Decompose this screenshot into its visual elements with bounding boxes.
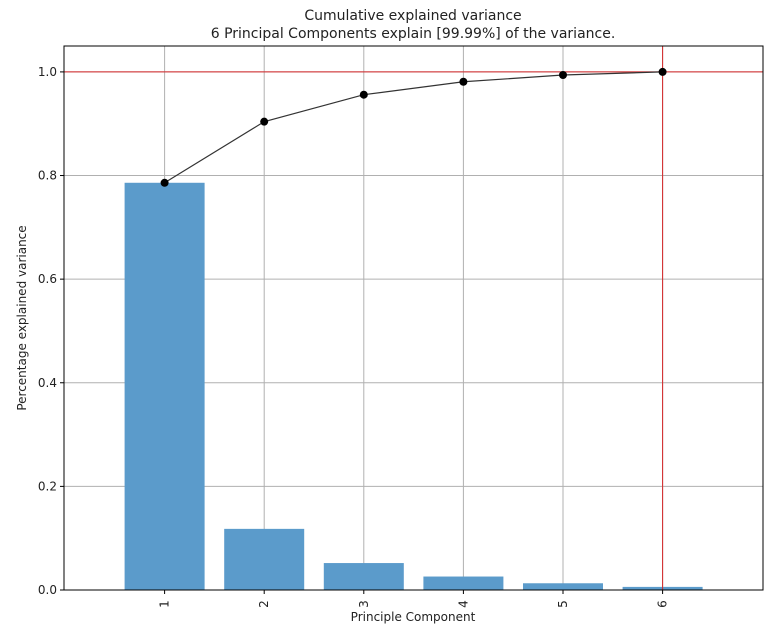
chart-subtitle: 6 Principal Components explain [99.99%] … (211, 26, 616, 42)
y-tick-label: 1.0 (38, 65, 57, 79)
bar (323, 563, 404, 590)
cumulative-point (559, 71, 567, 80)
cumulative-line-path (164, 71, 663, 184)
axis-ticks: 0.0 0.2 0.4 0.6 0.8 1.0 1 2 3 4 5 6 (38, 65, 670, 608)
y-tick-label: 0.8 (38, 169, 57, 183)
chart-title: Cumulative explained variance (304, 8, 521, 24)
y-tick-label: 0.6 (38, 272, 57, 286)
x-axis-label: Principle Component (351, 610, 476, 624)
y-tick-label: 0.2 (38, 479, 57, 493)
x-tick-label: 4 (456, 600, 470, 608)
cumulative-point (160, 178, 169, 187)
bar (423, 576, 504, 590)
x-tick-label: 1 (158, 600, 172, 608)
x-tick-label: 6 (656, 600, 670, 608)
y-tick-label: 0.4 (38, 376, 57, 390)
bar (224, 528, 305, 590)
x-tick-label: 5 (556, 600, 570, 608)
bar (124, 182, 205, 590)
x-tick-label: 3 (357, 600, 371, 608)
bar (523, 583, 603, 590)
plot-frame (63, 45, 764, 591)
y-axis-label: Percentage explained variance (15, 225, 29, 410)
cumulative-line (160, 67, 667, 187)
cumulative-point (658, 67, 667, 76)
cumulative-point (260, 117, 269, 126)
x-tick-label: 2 (257, 600, 271, 608)
cumulative-point (459, 77, 468, 86)
cumulative-point (359, 90, 368, 99)
y-tick-label: 0.0 (38, 583, 57, 597)
bars (124, 182, 703, 590)
